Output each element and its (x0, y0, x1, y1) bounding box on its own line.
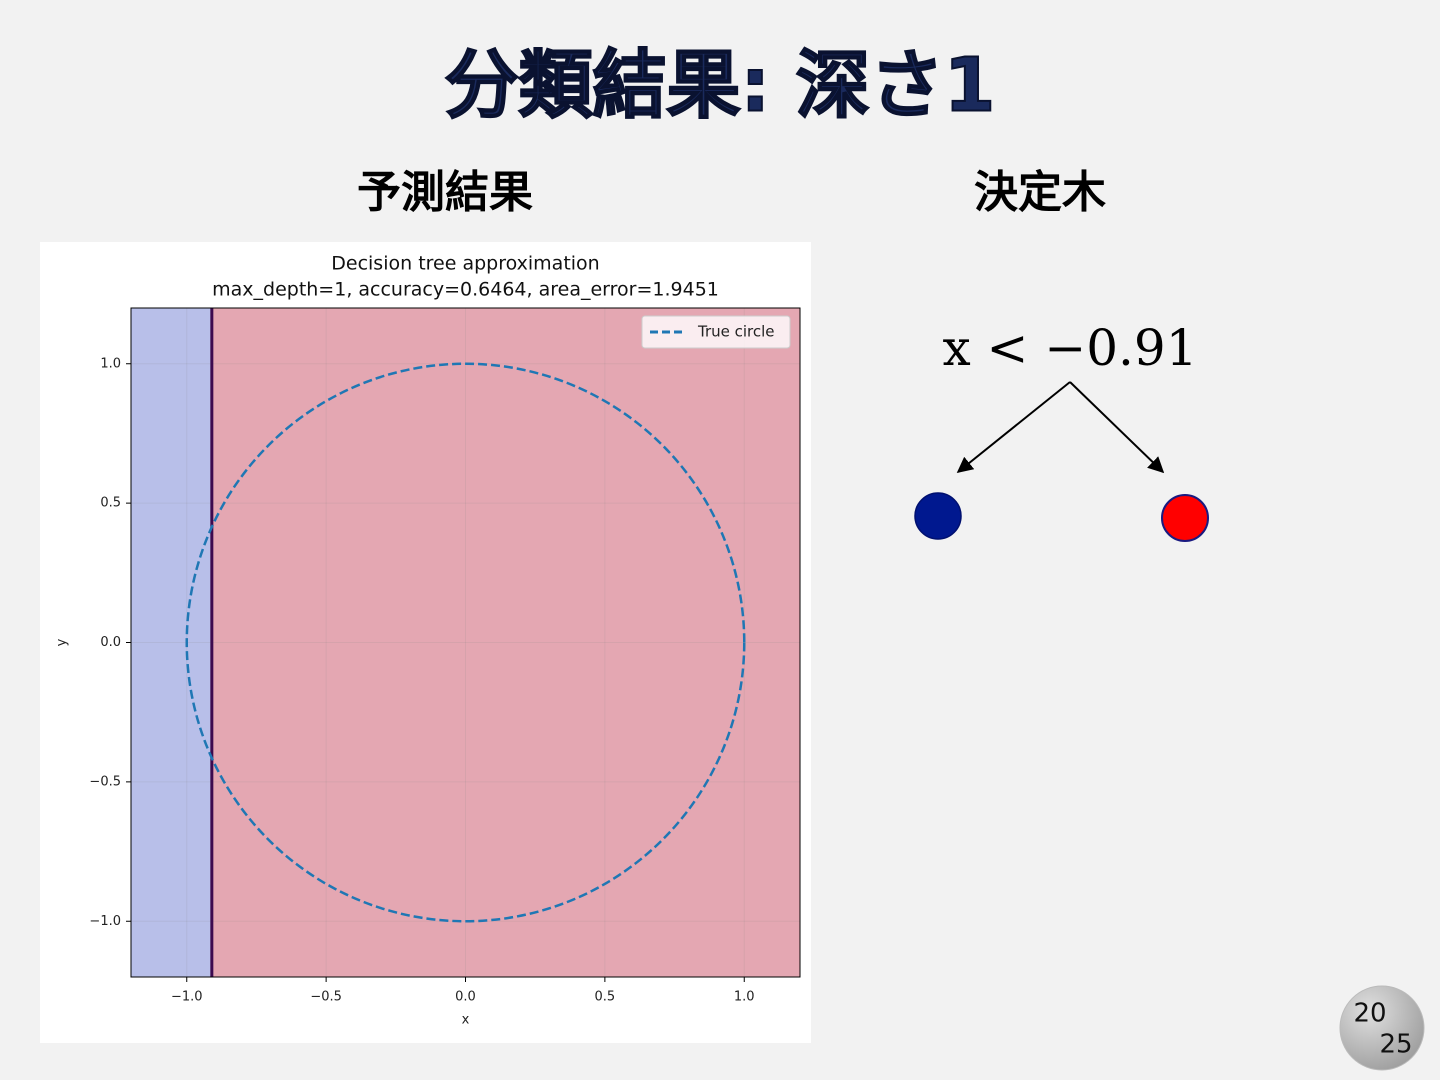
chart-subtitle: max_depth=1, accuracy=0.6464, area_error… (212, 279, 719, 301)
badge (1339, 985, 1425, 1071)
tree-root: x < −0.91 (942, 319, 1197, 377)
right-heading: 決定木 (974, 167, 1106, 218)
badge-text: 20 (1353, 999, 1386, 1029)
y-tick-label: 1.0 (100, 356, 121, 371)
slide-title: 分類結果: 深さ1 (445, 43, 996, 129)
x-tick-label: −1.0 (171, 990, 203, 1005)
x-tick-label: 1.0 (734, 990, 755, 1005)
x-tick-label: −0.5 (310, 990, 342, 1005)
x-axis-label: x (462, 1013, 470, 1028)
legend-box (641, 315, 791, 349)
y-axis-label: y (55, 638, 70, 646)
y-tick-label: −1.0 (89, 914, 121, 929)
tree-edge (1069, 381, 1165, 474)
tree-edge (956, 381, 1071, 474)
circle-line (185, 362, 746, 923)
badge-text: 25 (1379, 1030, 1412, 1060)
x-tick-label: 0.5 (595, 990, 616, 1005)
legend-label: True circle (697, 323, 775, 341)
y-tick-label: 0.0 (100, 635, 121, 650)
plot-frame (130, 307, 801, 978)
region (131, 308, 212, 977)
y-tick-label: −0.5 (89, 774, 121, 789)
chart-title: Decision tree approximation (331, 253, 599, 275)
chart: −1.0 −0.5 0.0 0.5 1.0 −1.0 −0.5 0.0 0.5 1.0 Decisi… (55, 253, 801, 1028)
y-tick-label: 0.5 (100, 496, 121, 511)
left-heading: 予測結果 (357, 167, 533, 218)
x-tick-label: 0.0 (455, 990, 476, 1005)
region (211, 308, 800, 977)
tree-leaf (914, 492, 962, 540)
tree-leaf (1161, 494, 1209, 542)
